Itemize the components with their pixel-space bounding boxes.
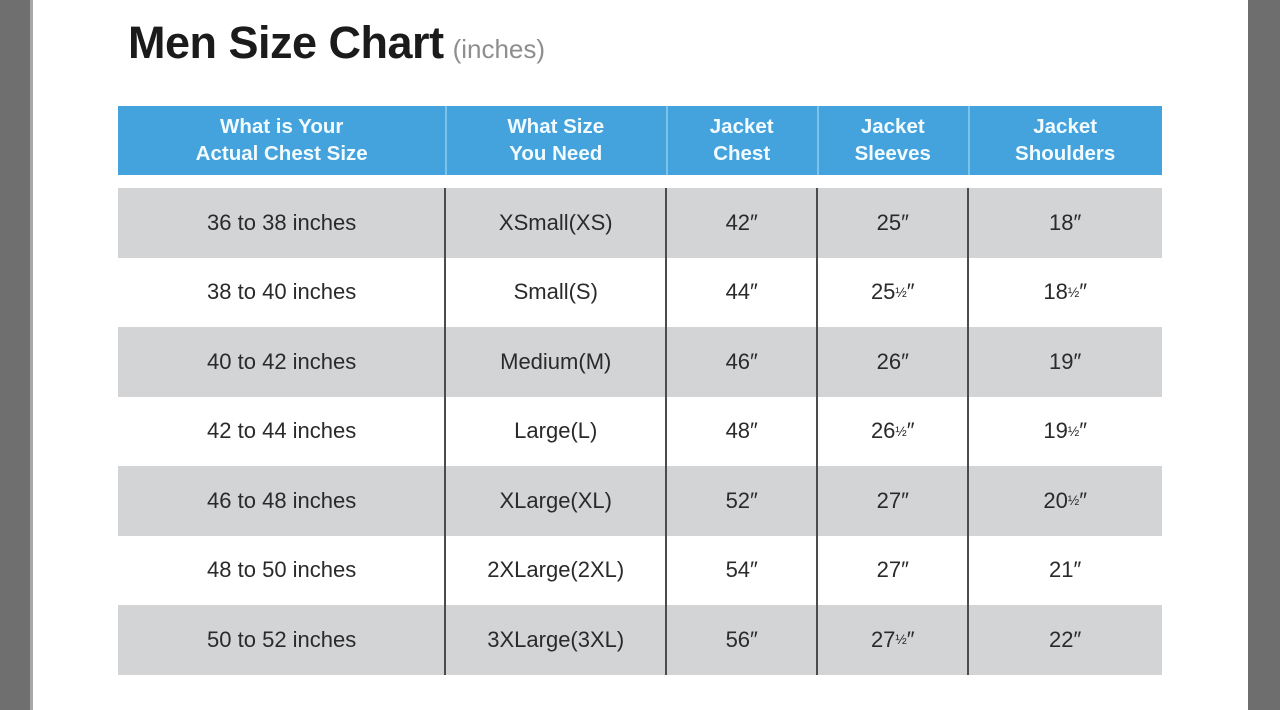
cell-jacket-sleeves: 27 ½ ″ bbox=[816, 605, 968, 675]
table-row: 50 to 52 inches 3XLarge(3XL) 56″ 27 ½ ″ 22… bbox=[118, 605, 1162, 675]
column-header-size-you-need: What Size You Need bbox=[445, 106, 666, 175]
cell-jacket-sleeves: 27″ bbox=[816, 466, 968, 536]
cell-jacket-shoulders: 18″ bbox=[967, 188, 1162, 258]
column-header-line2: Sleeves bbox=[854, 141, 931, 165]
cell-jacket-sleeves: 25 ½ ″ bbox=[816, 257, 968, 328]
table-row: 42 to 44 inches Large(L) 48″ 26 ½ ″ 19 ½ ″ bbox=[118, 396, 1162, 467]
table-row: 36 to 38 inches XSmall(XS) 42″ 25″ 18″ bbox=[118, 188, 1162, 258]
page-title: Men Size Chart (inches) bbox=[128, 20, 545, 65]
table-header-row: What is Your Actual Chest Size What Size… bbox=[118, 106, 1162, 175]
cell-size-needed: Small(S) bbox=[444, 257, 666, 328]
column-header-line1: Jacket bbox=[1033, 115, 1098, 139]
cell-chest-range: 46 to 48 inches bbox=[207, 487, 357, 513]
column-header-line1: Jacket bbox=[860, 115, 925, 139]
cell-jacket-chest: 54″ bbox=[665, 535, 817, 606]
column-header-line1: Jacket bbox=[709, 115, 774, 139]
cell-size-needed: Medium(M) bbox=[444, 327, 666, 397]
cell-jacket-chest: 56″ bbox=[665, 605, 817, 675]
cell-chest-range: 48 to 50 inches bbox=[207, 557, 357, 583]
column-header-line2: Shoulders bbox=[1015, 141, 1116, 165]
column-header-actual-chest-size: What is Your Actual Chest Size bbox=[118, 106, 445, 175]
cell-size-needed: XSmall(XS) bbox=[444, 188, 666, 258]
left-letterbox-edge bbox=[30, 0, 33, 710]
column-header-jacket-shoulders: Jacket Shoulders bbox=[968, 106, 1162, 175]
cell-jacket-shoulders: 18 ½ ″ bbox=[967, 257, 1162, 328]
page-title-unit: (inches) bbox=[452, 34, 546, 64]
cell-jacket-shoulders: 22″ bbox=[967, 605, 1162, 675]
column-header-line2: Actual Chest Size bbox=[195, 141, 368, 165]
column-header-line2: You Need bbox=[509, 141, 603, 165]
cell-size-needed: Large(L) bbox=[444, 396, 666, 467]
size-chart-table: What is Your Actual Chest Size What Size… bbox=[118, 106, 1162, 675]
column-header-line1: What Size bbox=[507, 115, 605, 139]
cell-jacket-shoulders: 19″ bbox=[967, 327, 1162, 397]
cell-jacket-chest: 46″ bbox=[665, 327, 817, 397]
column-header-line2: Chest bbox=[713, 141, 771, 165]
cell-jacket-chest: 48″ bbox=[665, 396, 817, 467]
cell-chest-range: 40 to 42 inches bbox=[207, 348, 357, 374]
cell-jacket-chest: 52″ bbox=[665, 466, 817, 536]
column-header-line1: What is Your bbox=[219, 115, 344, 139]
cell-jacket-shoulders: 21″ bbox=[967, 535, 1162, 606]
cell-jacket-chest: 42″ bbox=[665, 188, 817, 258]
cell-jacket-shoulders: 19 ½ ″ bbox=[967, 396, 1162, 467]
table-row: 40 to 42 inches Medium(M) 46″ 26″ 19″ bbox=[118, 327, 1162, 397]
cell-size-needed: XLarge(XL) bbox=[444, 466, 666, 536]
column-header-jacket-sleeves: Jacket Sleeves bbox=[817, 106, 968, 175]
cell-jacket-sleeves: 26 ½ ″ bbox=[816, 396, 968, 467]
page-title-main: Men Size Chart bbox=[128, 17, 444, 68]
cell-jacket-shoulders: 20 ½ ″ bbox=[967, 466, 1162, 536]
table-body: 36 to 38 inches XSmall(XS) 42″ 25″ 18″ 3… bbox=[118, 188, 1162, 675]
cell-jacket-sleeves: 25″ bbox=[816, 188, 968, 258]
table-row: 48 to 50 inches 2XLarge(2XL) 54″ 27″ 21″ bbox=[118, 535, 1162, 606]
left-letterbox-band bbox=[0, 0, 30, 710]
cell-chest-range: 38 to 40 inches bbox=[207, 279, 357, 305]
right-letterbox-band bbox=[1248, 0, 1280, 710]
cell-chest-range: 36 to 38 inches bbox=[207, 209, 357, 235]
cell-size-needed: 3XLarge(3XL) bbox=[444, 605, 666, 675]
cell-jacket-sleeves: 26″ bbox=[816, 327, 968, 397]
cell-jacket-sleeves: 27″ bbox=[816, 535, 968, 606]
table-row: 46 to 48 inches XLarge(XL) 52″ 27″ 20 ½ ″ bbox=[118, 466, 1162, 536]
column-header-jacket-chest: Jacket Chest bbox=[666, 106, 817, 175]
cell-chest-range: 42 to 44 inches bbox=[207, 418, 357, 444]
cell-chest-range: 50 to 52 inches bbox=[207, 626, 357, 652]
chart-page: Men Size Chart (inches) What is Your Act… bbox=[33, 0, 1248, 710]
cell-size-needed: 2XLarge(2XL) bbox=[444, 535, 666, 606]
cell-jacket-chest: 44″ bbox=[665, 257, 817, 328]
table-row: 38 to 40 inches Small(S) 44″ 25 ½ ″ 18 ½ ″ bbox=[118, 257, 1162, 328]
